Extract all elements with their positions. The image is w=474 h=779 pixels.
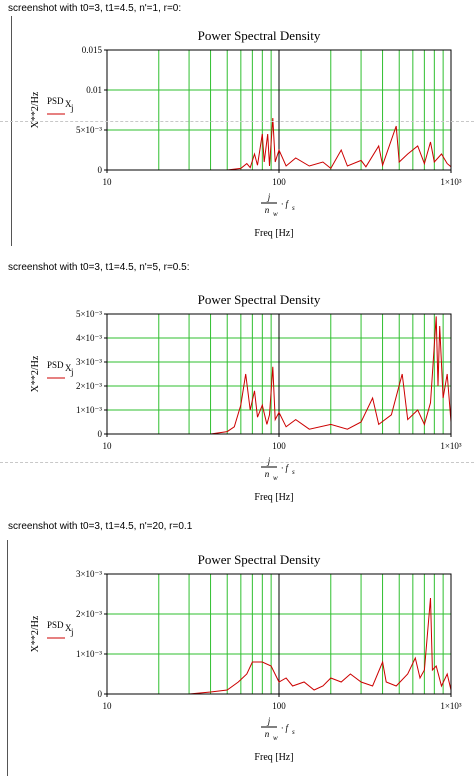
psd-chart-2: Power Spectral Density 0 1×10⁻³ 2×10⁻³ 3×10⁻… (30, 292, 462, 503)
x-expr-denominator: n (265, 205, 270, 215)
y-tick-label: 0.01 (86, 85, 102, 95)
region-separator-2 (0, 462, 474, 463)
psd-chart-3: Power Spectral Density 0 1×10⁻³ 2×10⁻³ 3×10⁻… (30, 552, 462, 763)
y-tick-label: 0 (98, 429, 103, 439)
y-axis-title: X**2/Hz (30, 615, 41, 652)
x-expr-tail-sub: s (292, 728, 295, 736)
legend-subscript: X (65, 99, 72, 109)
x-expr-numerator: j (267, 456, 271, 466)
y-tick-label: 5×10⁻³ (76, 125, 102, 135)
region-border-1 (11, 16, 12, 246)
caption-2: screenshot with t0=3, t1=4.5, n'=5, r=0.… (8, 262, 190, 273)
legend-subscript: X (65, 363, 72, 373)
y-tick-label: 1×10⁻³ (76, 649, 102, 659)
x-expr-tail-sub: s (292, 204, 295, 212)
legend-subsubscript: j (70, 103, 74, 113)
x-tick-label: 1×10³ (440, 701, 462, 711)
y-tick-label: 5×10⁻³ (76, 309, 102, 319)
region-border-3 (7, 540, 8, 776)
y-tick-label: 2×10⁻³ (76, 381, 102, 391)
series-line (107, 316, 452, 435)
x-tick-label: 1×10³ (440, 177, 462, 187)
series-line (107, 597, 452, 695)
x-tick-label: 100 (272, 177, 286, 187)
y-axis-title: X**2/Hz (30, 91, 41, 128)
x-expr-tail-sub: s (292, 468, 295, 476)
legend-label: PSD (47, 360, 64, 370)
psd-chart-1: Power Spectral Density 0 5×10⁻³ 0.01 0.015 10… (30, 28, 462, 239)
x-expr-tail: · f (281, 723, 290, 733)
y-tick-label: 0 (98, 689, 103, 699)
y-tick-label: 0 (98, 165, 103, 175)
x-expr-denominator-sub: w (273, 474, 278, 482)
legend-subsubscript: j (70, 367, 74, 377)
x-expr-numerator: j (267, 716, 271, 726)
region-separator-1 (0, 121, 474, 122)
y-tick-label: 2×10⁻³ (76, 609, 102, 619)
chart-title: Power Spectral Density (198, 28, 321, 43)
x-expr-denominator-sub: w (273, 210, 278, 218)
y-axis-title: X**2/Hz (30, 355, 41, 392)
caption-3: screenshot with t0=3, t1=4.5, n'=20, r=0… (8, 521, 193, 532)
x-tick-label: 10 (103, 701, 113, 711)
y-tick-label: 0.015 (82, 45, 103, 55)
x-tick-label: 100 (272, 441, 286, 451)
x-axis-title: Freq [Hz] (254, 228, 293, 239)
x-tick-label: 100 (272, 701, 286, 711)
legend-label: PSD (47, 96, 64, 106)
y-tick-label: 3×10⁻³ (76, 357, 102, 367)
x-tick-label: 1×10³ (440, 441, 462, 451)
x-axis-title: Freq [Hz] (254, 492, 293, 503)
chart-title: Power Spectral Density (198, 552, 321, 567)
x-axis-title: Freq [Hz] (254, 752, 293, 763)
legend-subscript: X (65, 623, 72, 633)
x-expr-tail: · f (281, 463, 290, 473)
legend-subsubscript: j (70, 627, 74, 637)
chart-panel-2: Power Spectral Density 0 1×10⁻³ 2×10⁻³ 3×10⁻… (5, 280, 469, 510)
x-tick-label: 10 (103, 441, 113, 451)
x-tick-label: 10 (103, 177, 113, 187)
x-expr-numerator: j (267, 192, 271, 202)
chart-title: Power Spectral Density (198, 292, 321, 307)
chart-panel-1: Power Spectral Density 0 5×10⁻³ 0.01 0.015 10… (5, 16, 469, 246)
y-tick-label: 4×10⁻³ (76, 333, 102, 343)
x-expr-denominator: n (265, 469, 270, 479)
x-expr-tail: · f (281, 199, 290, 209)
y-tick-label: 1×10⁻³ (76, 405, 102, 415)
series-line (107, 117, 452, 171)
legend-label: PSD (47, 620, 64, 630)
caption-1: screenshot with t0=3, t1=4.5, n'=1, r=0: (8, 3, 182, 14)
x-expr-denominator-sub: w (273, 734, 278, 742)
x-expr-denominator: n (265, 729, 270, 739)
y-tick-label: 3×10⁻³ (76, 569, 102, 579)
chart-panel-3: Power Spectral Density 0 1×10⁻³ 2×10⁻³ 3×10⁻… (5, 540, 469, 770)
